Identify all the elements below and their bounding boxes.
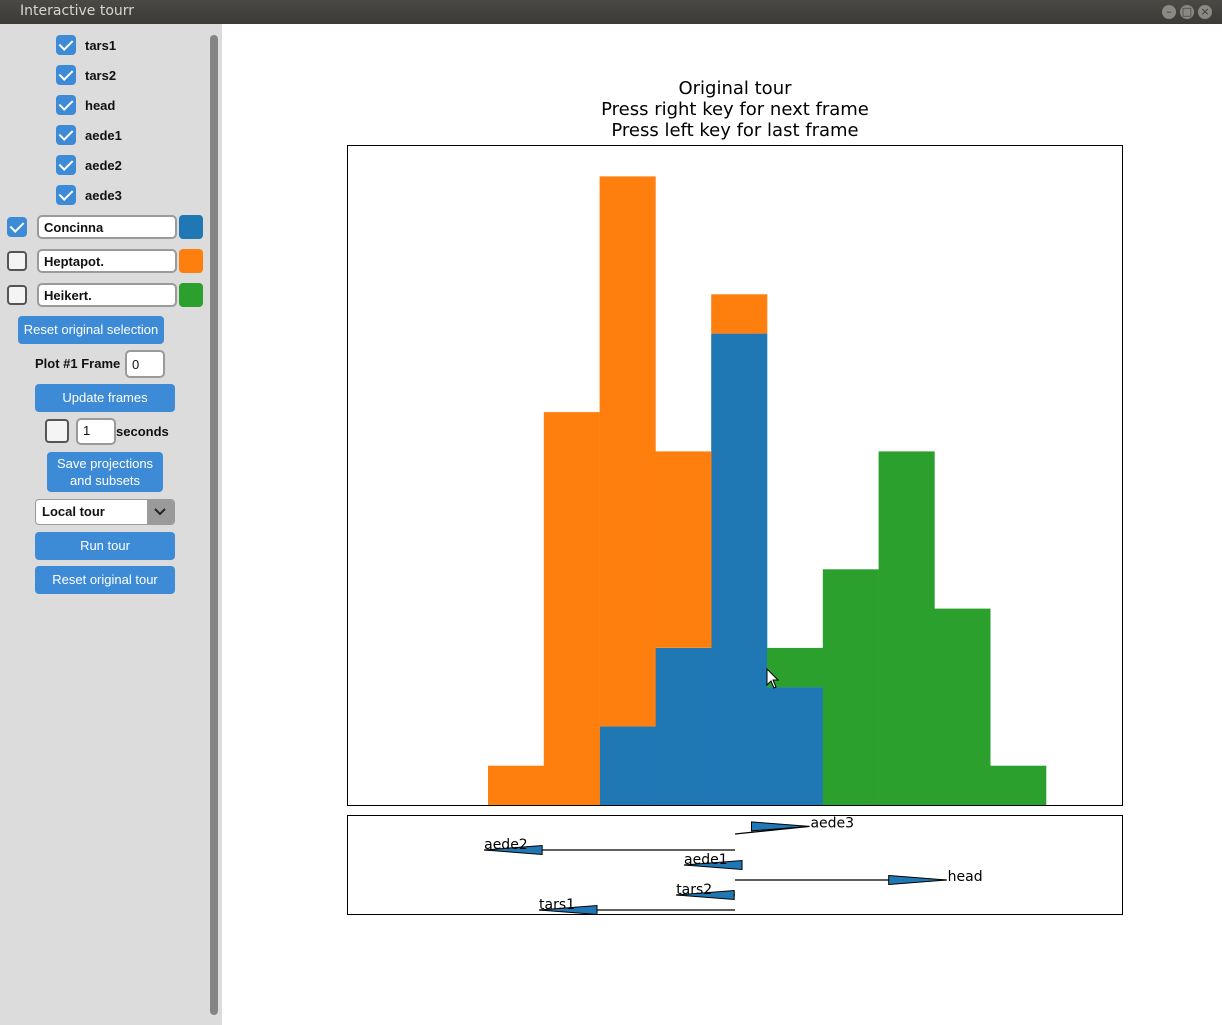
group-color-swatch-concinna[interactable] bbox=[179, 215, 203, 239]
maximize-icon[interactable]: □ bbox=[1180, 5, 1194, 19]
group-color-swatch-heptapot[interactable] bbox=[179, 249, 203, 273]
histogram-bar-concinna-bin-4 bbox=[711, 333, 768, 805]
tour-type-value: Local tour bbox=[42, 504, 105, 519]
histogram-bar-concinna-bin-5 bbox=[767, 687, 824, 805]
var-label-tars1: tars1 bbox=[85, 38, 117, 53]
axis-label-aede1: aede1 bbox=[684, 852, 728, 868]
var-checkbox-tars2[interactable] bbox=[56, 65, 76, 85]
seconds-label: seconds bbox=[116, 424, 169, 439]
var-label-tars2: tars2 bbox=[85, 68, 117, 83]
window-titlebar: Interactive tourr – □ × bbox=[0, 0, 1222, 24]
histogram-bar-heikert-bin-8 bbox=[934, 608, 991, 805]
close-icon[interactable]: × bbox=[1198, 5, 1212, 19]
var-label-aede1: aede1 bbox=[85, 128, 122, 143]
save-button-line-1: Save projections bbox=[56, 456, 154, 471]
histogram-bar-heikert-bin-9 bbox=[990, 765, 1047, 805]
axis-label-aede2: aede2 bbox=[484, 837, 528, 853]
histogram-bar-heikert-bin-6 bbox=[822, 569, 879, 805]
sidebar-scrollbar[interactable] bbox=[210, 35, 218, 1015]
group-checkbox-heikert[interactable] bbox=[7, 285, 27, 305]
axis-label-tars2: tars2 bbox=[676, 882, 712, 898]
plot-title-line-3: Press left key for last frame bbox=[611, 120, 859, 141]
minimize-icon[interactable]: – bbox=[1162, 5, 1176, 19]
var-checkbox-head[interactable] bbox=[56, 95, 76, 115]
var-checkbox-aede1[interactable] bbox=[56, 125, 76, 145]
mouse-cursor-icon bbox=[766, 667, 780, 689]
histogram-bar-concinna-bin-2 bbox=[599, 726, 656, 805]
var-label-aede2: aede2 bbox=[85, 158, 122, 173]
group-name-field-heptapot[interactable]: Heptapot. bbox=[37, 249, 177, 273]
histogram-bar-heikert-bin-7 bbox=[878, 451, 935, 805]
axis-label-tars1: tars1 bbox=[539, 897, 575, 913]
histogram-bar-heikert-bin-5 bbox=[767, 647, 824, 688]
seconds-input[interactable]: 1 bbox=[76, 418, 116, 445]
histogram-bar-concinna-bin-3 bbox=[655, 647, 712, 805]
axis-arrow-tars2 bbox=[676, 889, 735, 901]
save-button-line-2: and subsets bbox=[69, 473, 141, 488]
window-title: Interactive tourr bbox=[20, 3, 135, 19]
group-color-swatch-heikert[interactable] bbox=[179, 283, 203, 307]
axes-view-frame bbox=[347, 815, 1123, 915]
histogram-bar-heptapot-bin-3 bbox=[655, 451, 712, 648]
axis-label-aede3: aede3 bbox=[810, 815, 854, 831]
group-name-field-concinna[interactable]: Concinna bbox=[37, 215, 177, 239]
tour-type-select[interactable]: Local tour bbox=[35, 499, 175, 525]
var-checkbox-aede3[interactable] bbox=[56, 185, 76, 205]
histogram-frame bbox=[347, 145, 1123, 806]
reset-tour-button[interactable]: Reset original tour bbox=[35, 566, 175, 594]
var-label-head: head bbox=[85, 98, 116, 113]
histogram-bar-heptapot-bin-2 bbox=[599, 176, 656, 727]
histogram-bar-heptapot-bin-0 bbox=[488, 765, 545, 805]
group-name-field-heikert[interactable]: Heikert. bbox=[37, 283, 177, 307]
axis-arrow-head bbox=[888, 874, 947, 886]
chevron-down-icon bbox=[147, 500, 174, 524]
save-projections-button[interactable]: Save projections and subsets bbox=[47, 452, 163, 492]
var-label-aede3: aede3 bbox=[85, 188, 122, 203]
axis-arrow-aede2 bbox=[484, 844, 543, 856]
frame-input[interactable]: 0 bbox=[125, 350, 165, 378]
var-checkbox-aede2[interactable] bbox=[56, 155, 76, 175]
group-checkbox-concinna[interactable] bbox=[7, 217, 27, 237]
plot-title-line-1: Original tour bbox=[678, 78, 792, 99]
histogram-bar-heptapot-bin-4 bbox=[711, 294, 768, 334]
plot-title: Original tour Press right key for next f… bbox=[347, 78, 1123, 141]
var-checkbox-tars1[interactable] bbox=[56, 35, 76, 55]
frame-label: Plot #1 Frame bbox=[35, 356, 121, 371]
axis-arrow-aede3 bbox=[750, 821, 810, 832]
run-tour-button[interactable]: Run tour bbox=[35, 532, 175, 560]
reset-selection-button[interactable]: Reset original selection bbox=[18, 316, 164, 344]
axis-arrow-aede1 bbox=[684, 859, 743, 871]
plot-title-line-2: Press right key for next frame bbox=[601, 99, 869, 120]
update-frames-button[interactable]: Update frames bbox=[35, 384, 175, 412]
animate-checkbox[interactable] bbox=[45, 419, 69, 443]
group-checkbox-heptapot[interactable] bbox=[7, 251, 27, 271]
axis-arrow-tars1 bbox=[538, 904, 598, 916]
histogram-bar-heptapot-bin-1 bbox=[543, 412, 600, 805]
axis-label-head: head bbox=[948, 869, 983, 885]
